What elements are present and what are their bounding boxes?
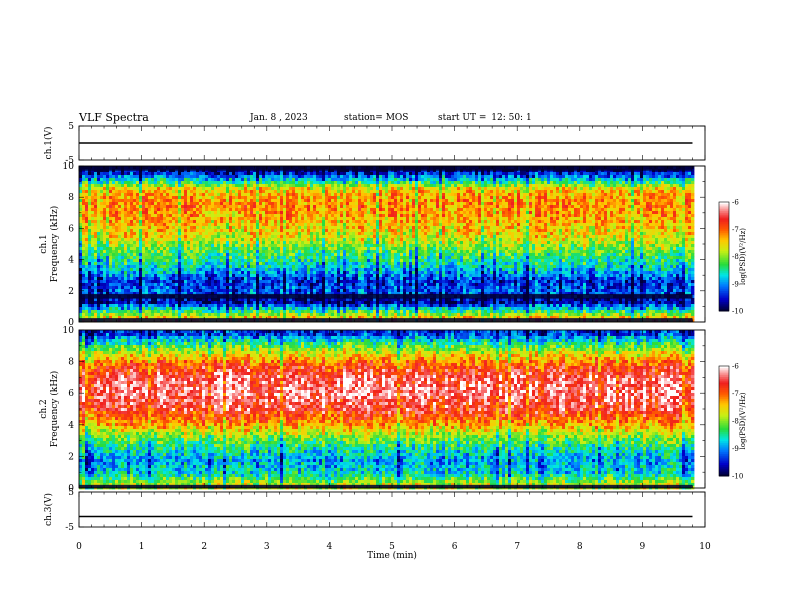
colorbar-tick-label: -10 bbox=[732, 473, 743, 481]
y-tick-label: 2 bbox=[68, 452, 74, 462]
panel-axes-3: 5 -5 ch.3(V) bbox=[43, 488, 706, 533]
y-axis-label: ch.1 bbox=[39, 234, 49, 253]
x-tick-label: 6 bbox=[452, 542, 458, 552]
x-tick-label: 7 bbox=[514, 542, 520, 552]
x-tick-label: 1 bbox=[139, 542, 145, 552]
x-tick-label: 3 bbox=[264, 542, 270, 552]
y-axis-label: Frequency (kHz) bbox=[49, 371, 60, 448]
colorbar-tick-label: -9 bbox=[732, 280, 739, 288]
x-tick-label: 8 bbox=[577, 542, 583, 552]
y-tick-label: 0 bbox=[68, 484, 74, 494]
colorbar-tick-label: -8 bbox=[732, 253, 739, 261]
spectrogram-ch1 bbox=[79, 166, 695, 323]
y-tick-label: -5 bbox=[65, 523, 74, 533]
y-axis-label: Frequency (kHz) bbox=[49, 206, 60, 283]
plot-title: VLF Spectra bbox=[79, 111, 149, 124]
y-tick-label: 4 bbox=[68, 256, 74, 266]
panel-frame bbox=[78, 491, 706, 528]
panel-axes-2: 0 2 4 6 8 10 ch.2 Frequency (kHz) bbox=[39, 326, 706, 494]
x-tick-label: 2 bbox=[201, 542, 207, 552]
y-tick-label: 6 bbox=[68, 224, 74, 234]
y-axis-label: ch.1(V) bbox=[43, 127, 54, 160]
dark-band bbox=[79, 484, 693, 488]
y-tick-label: 8 bbox=[68, 358, 74, 368]
y-tick-label: 2 bbox=[68, 287, 74, 297]
y-tick-label: 5 bbox=[68, 488, 74, 498]
x-axis: 0 1 2 3 4 5 6 7 8 9 10 Time (min) bbox=[76, 542, 711, 561]
colorbar-tick-label: -9 bbox=[732, 445, 739, 453]
colorbar-frame bbox=[718, 201, 730, 312]
colorbar-tick-label: -7 bbox=[732, 390, 739, 398]
x-tick-label: 5 bbox=[389, 542, 395, 552]
colorbar-frame bbox=[718, 365, 730, 477]
x-tick-label: 9 bbox=[640, 542, 646, 552]
colorbar-label: log(PSD)(V²/Hz) bbox=[739, 228, 747, 285]
x-tick-label: 10 bbox=[699, 542, 711, 552]
colorbar-ch1: -6 -7 -8 -9 -10 log(PSD)(V²/Hz) bbox=[718, 199, 747, 316]
dark-band bbox=[79, 318, 693, 322]
colorbar-tick-label: -6 bbox=[732, 199, 739, 207]
y-axis-label: ch.3(V) bbox=[43, 493, 54, 526]
colorbar-label: log(PSD)(V²/Hz) bbox=[739, 392, 747, 449]
y-tick-label: 6 bbox=[68, 389, 74, 399]
y-tick-label: 10 bbox=[63, 162, 75, 172]
station-label: station= MOS bbox=[344, 113, 408, 123]
y-tick-label: 10 bbox=[63, 326, 75, 336]
start-time-label: start UT = 12: 50: 1 bbox=[438, 113, 534, 123]
y-tick-label: 8 bbox=[68, 193, 74, 203]
colorbar-tick-label: -8 bbox=[732, 418, 739, 426]
colorbar-ch2: -6 -7 -8 -9 -10 log(PSD)(V²/Hz) bbox=[718, 363, 747, 481]
start-ut-value: 12: 50: 1 bbox=[491, 113, 531, 123]
spectrogram-ch2 bbox=[79, 330, 695, 490]
y-tick-label: 0 bbox=[68, 318, 74, 328]
dark-band bbox=[79, 166, 693, 171]
colorbar-tick-label: -10 bbox=[732, 308, 743, 316]
y-axis-label: ch.2 bbox=[39, 399, 49, 418]
start-ut-prefix: start UT = bbox=[438, 113, 486, 123]
colorbar-tick-label: -6 bbox=[732, 363, 739, 371]
y-tick-label: 5 bbox=[68, 122, 74, 132]
date-label: Jan. 8 , 2023 bbox=[250, 113, 308, 123]
dark-band bbox=[79, 293, 693, 299]
x-axis-label: Time (min) bbox=[367, 550, 417, 561]
panel-axes-1: 0 2 4 6 8 10 ch.1 Frequency (kHz) bbox=[39, 162, 706, 328]
x-tick-label: 4 bbox=[327, 542, 333, 552]
x-tick-label: 0 bbox=[76, 542, 82, 552]
colorbar-tick-label: -7 bbox=[732, 226, 739, 234]
y-tick-label: -5 bbox=[65, 156, 74, 166]
y-tick-label: 4 bbox=[68, 421, 74, 431]
panel-axes-0: 5 -5 ch.1(V) bbox=[43, 122, 706, 166]
